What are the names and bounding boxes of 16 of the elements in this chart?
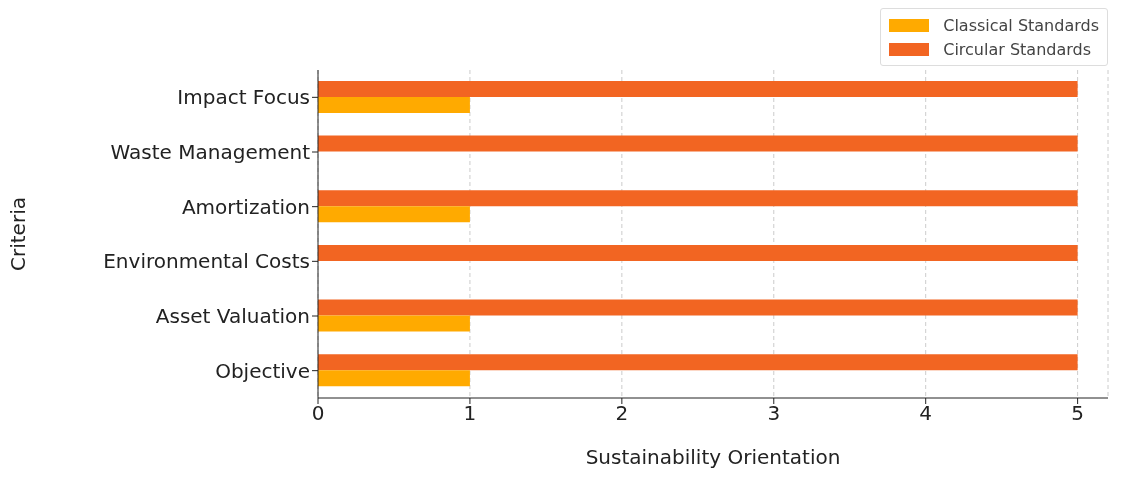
legend-label: Circular Standards bbox=[943, 39, 1092, 59]
x-axis-title: Sustainability Orientation bbox=[585, 445, 841, 469]
y-axis-title: Criteria bbox=[6, 197, 31, 271]
x-tick-label: 3 bbox=[767, 401, 781, 426]
y-tick-label: Amortization bbox=[181, 194, 310, 219]
y-tick-label: Objective bbox=[215, 358, 310, 383]
y-tick-label: Environmental Costs bbox=[103, 249, 310, 274]
y-tick-label: Asset Valuation bbox=[155, 304, 310, 329]
y-tick-label: Waste Management bbox=[110, 140, 311, 165]
x-tick-label: 1 bbox=[463, 401, 477, 426]
legend-label: Classical Standards bbox=[943, 15, 1099, 35]
x-tick-label: 5 bbox=[1071, 401, 1084, 426]
x-tick-label: 2 bbox=[615, 401, 629, 426]
y-tick-label: Impact Focus bbox=[177, 85, 310, 110]
x-tick-label: 4 bbox=[919, 401, 933, 426]
x-tick-label: 0 bbox=[311, 401, 325, 426]
